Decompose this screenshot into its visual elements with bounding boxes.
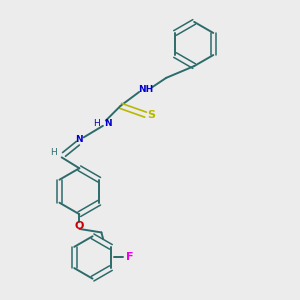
Text: H: H bbox=[50, 148, 57, 157]
Text: F: F bbox=[126, 253, 134, 262]
Text: N: N bbox=[76, 135, 83, 144]
Text: N: N bbox=[104, 119, 112, 128]
Text: S: S bbox=[148, 110, 155, 120]
Text: O: O bbox=[75, 221, 84, 231]
Text: NH: NH bbox=[138, 85, 153, 94]
Text: H: H bbox=[93, 119, 100, 128]
